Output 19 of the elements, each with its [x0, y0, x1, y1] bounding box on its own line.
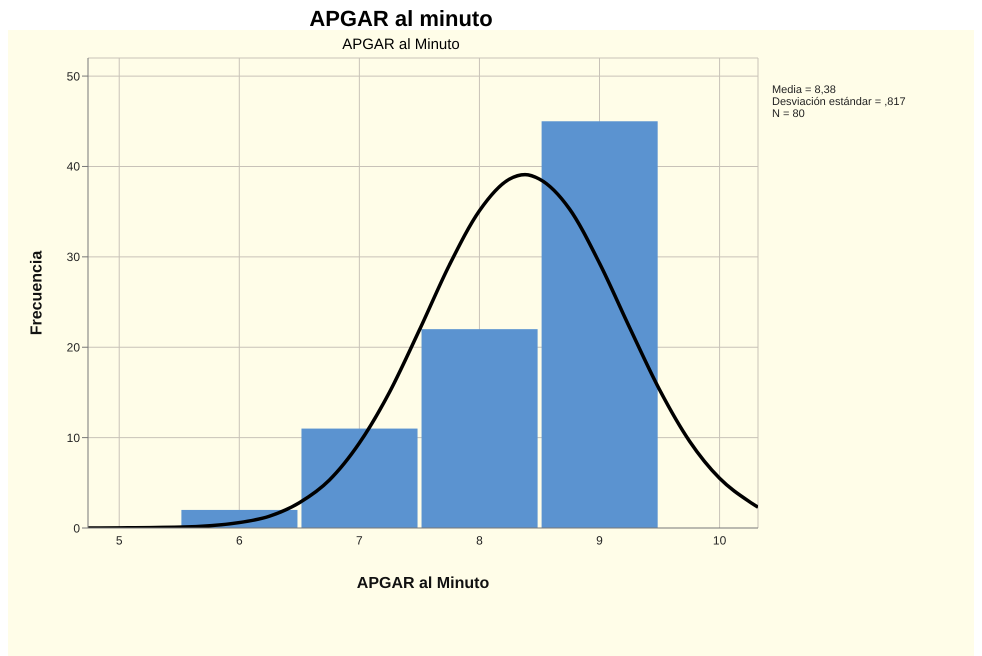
x-tick-label: 9: [596, 534, 604, 548]
y-tick-label: 40: [66, 160, 80, 174]
y-tick-label: 30: [66, 250, 80, 264]
text: N = 80: [772, 108, 806, 120]
x-tick-label: 8: [476, 534, 484, 548]
x-tick-label: 10: [712, 534, 727, 548]
chart-title: APGAR al minuto: [308, 6, 494, 31]
y-tick-label: 0: [73, 521, 80, 536]
y-tick-label: 10: [66, 430, 80, 445]
x-tick-label: 6: [236, 534, 243, 548]
x-tick-label: 5: [116, 534, 123, 548]
x-axis-title: APGAR al Minuto: [356, 575, 490, 592]
chart-subtitle: APGAR al Minuto: [341, 36, 461, 54]
y-axis-title: Frecuencia: [28, 250, 46, 336]
y-tick-label: 20: [66, 340, 80, 354]
text: Desviación estándar = ,817: [772, 96, 906, 108]
text: Media = 8,38: [772, 84, 837, 96]
x-tick-label: 7: [356, 534, 364, 548]
y-tick-label: 50: [66, 69, 80, 84]
